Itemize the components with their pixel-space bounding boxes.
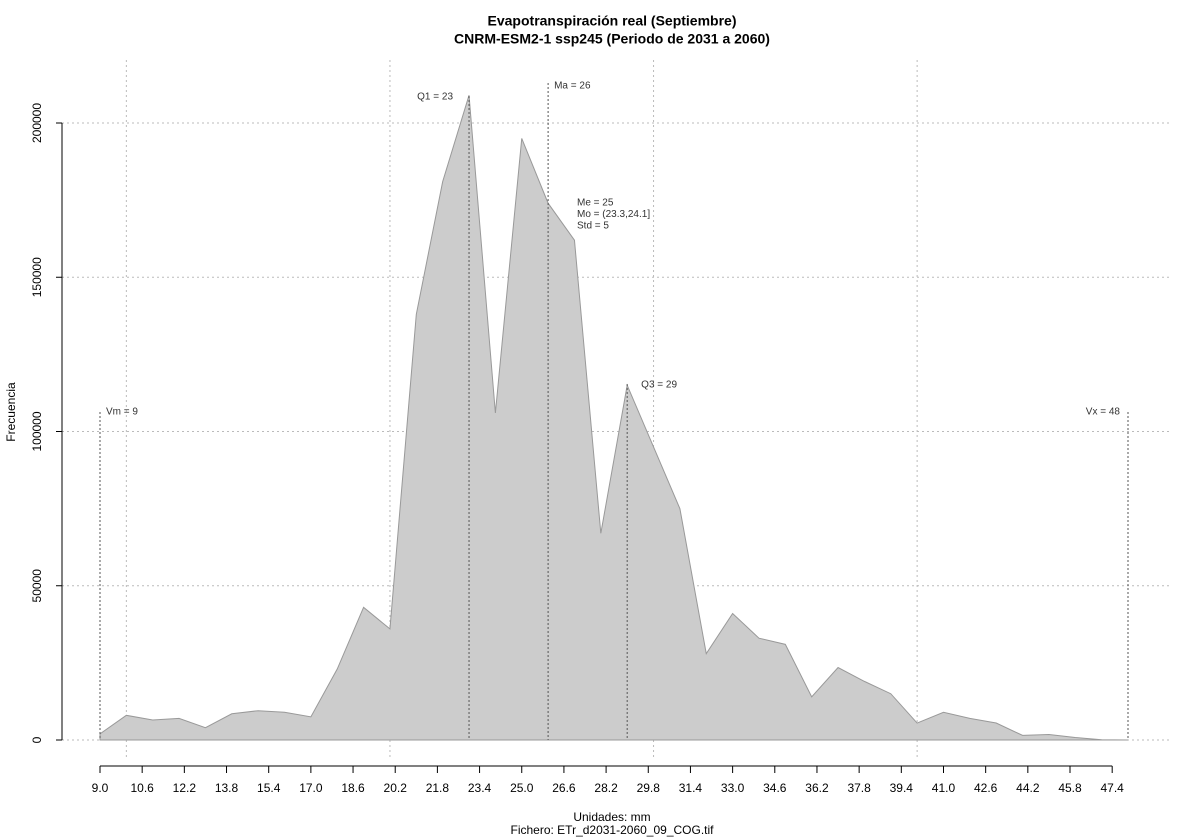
x-tick-label: 20.2 [384, 781, 408, 795]
marker-label: Vx = 48 [1086, 407, 1121, 418]
stat-label: Std = 5 [577, 221, 609, 232]
area [99, 95, 1129, 741]
x-tick-label: 33.0 [721, 781, 745, 795]
stat-label: Me = 25 [577, 198, 614, 209]
x-tick-label: 9.0 [92, 781, 109, 795]
x-tick-label: 25.0 [510, 781, 534, 795]
x-tick-label: 47.4 [1101, 781, 1125, 795]
marker-label: Q3 = 29 [641, 380, 677, 391]
caption: Fichero: ETr_d2031-2060_09_COG.tif [511, 823, 715, 837]
x-tick-label: 31.4 [679, 781, 703, 795]
x-axis-label: Unidades: mm [573, 810, 650, 824]
x-tick-label: 29.8 [637, 781, 661, 795]
y-tick-label: 150000 [30, 257, 44, 297]
y-axis-label: Frecuencia [4, 382, 18, 442]
y-tick-label: 200000 [30, 103, 44, 143]
x-tick-label: 15.4 [257, 781, 281, 795]
marker-label: Vm = 9 [106, 407, 138, 418]
x-tick-label: 10.6 [130, 781, 154, 795]
x-tick-label: 13.8 [215, 781, 239, 795]
marker-label: Q1 = 23 [417, 92, 453, 103]
chart-title: Evapotranspiración real (Septiembre) [488, 13, 737, 29]
y-tick-label: 50000 [30, 569, 44, 603]
x-tick-label: 23.4 [468, 781, 492, 795]
chart-subtitle: CNRM-ESM2-1 ssp245 (Periodo de 2031 a 20… [454, 31, 770, 47]
x-tick-label: 12.2 [173, 781, 197, 795]
x-tick-label: 28.2 [594, 781, 618, 795]
x-tick-label: 34.6 [763, 781, 787, 795]
y-tick-label: 0 [30, 736, 44, 743]
x-tick-label: 42.6 [974, 781, 998, 795]
x-tick-label: 36.2 [805, 781, 829, 795]
x-tick-label: 44.2 [1016, 781, 1040, 795]
x-tick-label: 17.0 [299, 781, 323, 795]
x-tick-label: 26.6 [552, 781, 576, 795]
x-tick-label: 41.0 [932, 781, 956, 795]
x-tick-label: 39.4 [890, 781, 914, 795]
y-tick-label: 100000 [30, 411, 44, 451]
x-tick-label: 18.6 [341, 781, 365, 795]
x-tick-label: 37.8 [847, 781, 871, 795]
x-tick-label: 45.8 [1058, 781, 1082, 795]
marker-label: Ma = 26 [554, 81, 591, 92]
stat-label: Mo = (23.3,24.1] [577, 209, 650, 220]
x-tick-label: 21.8 [426, 781, 450, 795]
